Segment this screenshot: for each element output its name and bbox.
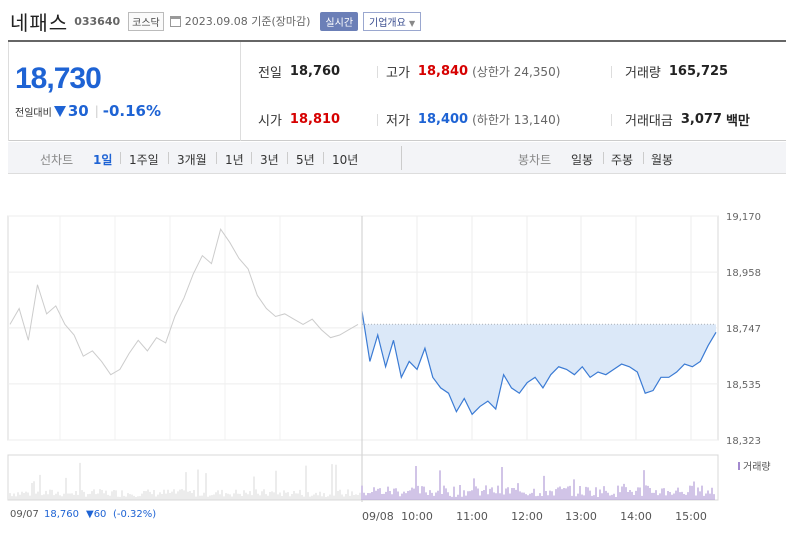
- stat-prev-close: 전일 18,760: [258, 62, 340, 81]
- tab-5y[interactable]: 5년: [296, 153, 315, 167]
- tab-monthly[interactable]: 월봉: [651, 153, 674, 167]
- change-label: 전일대비: [15, 107, 52, 119]
- tab-divider: [120, 152, 121, 164]
- divider: [377, 114, 378, 126]
- quote-basis: 기준(장마감): [251, 15, 311, 28]
- prev-price: 18,760: [44, 509, 79, 520]
- prev-change: ▼60: [86, 509, 107, 520]
- change-row: 전일대비 30 | -0.16%: [15, 102, 161, 120]
- current-price-box: 18,730 전일대비 30 | -0.16%: [8, 42, 241, 141]
- x-tick-label: 10:00: [401, 510, 433, 523]
- change-percent: -0.16%: [102, 102, 161, 120]
- x-tick-label: 12:00: [511, 510, 543, 523]
- change-separator: |: [94, 104, 99, 118]
- x-tick-label: 14:00: [620, 510, 652, 523]
- y-tick-label: 18,958: [726, 268, 761, 279]
- y-tick-label: 18,747: [726, 324, 761, 335]
- stat-label: 고가: [386, 66, 410, 81]
- y-tick-label: 18,535: [726, 380, 761, 391]
- x-tick-label: 13:00: [565, 510, 597, 523]
- quote-date-value: 2023.09.08: [184, 15, 248, 28]
- line-chart-label: 선차트: [40, 153, 74, 167]
- stat-value: 18,840: [417, 64, 469, 79]
- current-price: 18,730: [15, 62, 102, 95]
- y-tick-label: 18,323: [726, 436, 761, 447]
- x-tick-label: 15:00: [675, 510, 707, 523]
- stat-amount: 거래대금 3,077 백만: [625, 110, 750, 129]
- stock-code: 033640: [74, 14, 121, 28]
- change-value: 30: [67, 102, 89, 120]
- chart-period-tabs: 선차트 1일 1주일 3개월 1년 3년 5년 10년 봉차트 일봉 주봉 월봉: [8, 142, 786, 174]
- stat-label: 저가: [386, 114, 410, 129]
- candle-chart-label: 봉차트: [518, 153, 552, 167]
- stat-value: 18,810: [289, 112, 341, 127]
- x-tick-label: 11:00: [456, 510, 488, 523]
- tab-3y[interactable]: 3년: [260, 153, 279, 167]
- stat-extra: (상한가 24,350): [472, 65, 561, 79]
- prev-date: 09/07: [10, 509, 39, 520]
- x-tick-label: 09/08: [362, 510, 394, 523]
- dropdown-caret-icon: ▼: [409, 18, 416, 28]
- today-area-fill: [362, 311, 716, 415]
- tab-daily[interactable]: 일봉: [571, 153, 594, 167]
- stat-value: 18,400: [417, 112, 469, 127]
- volume-legend-swatch: [738, 462, 740, 470]
- tab-divider: [216, 152, 217, 164]
- stat-value: 165,725: [668, 64, 729, 79]
- section-divider: [401, 146, 402, 170]
- tab-divider: [643, 152, 644, 164]
- realtime-button[interactable]: 실시간: [320, 11, 359, 31]
- tab-3m[interactable]: 3개월: [177, 153, 207, 167]
- stat-label: 거래량: [625, 66, 661, 81]
- price-summary: 18,730 전일대비 30 | -0.16% 전일 18,760 고가 18,…: [8, 40, 786, 141]
- prev-day-series-line: [9, 228, 359, 376]
- quote-date: 2023.09.08 기준(장마감): [185, 13, 311, 29]
- y-tick-label: 19,170: [726, 212, 761, 223]
- divider: [611, 114, 612, 126]
- company-overview-button[interactable]: 기업개요 ▼: [363, 11, 422, 31]
- intraday-chart: 19,170 18,958 18,747 18,535 18,323 거래량 09/08 10…: [7, 212, 771, 523]
- stat-label: 전일: [258, 66, 282, 81]
- tab-divider: [323, 152, 324, 164]
- down-arrow-icon: [53, 105, 66, 117]
- stock-header: 네패스 033640 코스닥 2023.09.08 기준(장마감) 실시간 기업…: [10, 8, 422, 35]
- tab-divider: [251, 152, 252, 164]
- tab-10y[interactable]: 10년: [332, 153, 359, 167]
- tab-1y[interactable]: 1년: [225, 153, 244, 167]
- company-overview-label: 기업개요: [369, 17, 406, 29]
- calendar-icon: [169, 15, 181, 27]
- volume-frame: [7, 454, 719, 501]
- tab-weekly[interactable]: 주봉: [611, 153, 634, 167]
- tab-divider: [168, 152, 169, 164]
- stat-low: 저가 18,400 (하한가 13,140): [386, 110, 560, 129]
- stat-volume: 거래량 165,725: [625, 62, 728, 81]
- tab-divider: [287, 152, 288, 164]
- tab-1w[interactable]: 1주일: [129, 153, 159, 167]
- volume-legend-label: 거래량: [743, 461, 771, 473]
- tab-1d[interactable]: 1일: [93, 153, 113, 167]
- stat-extra: (하한가 13,140): [472, 113, 561, 127]
- stat-open: 시가 18,810: [258, 110, 340, 129]
- market-badge: 코스닥: [128, 11, 164, 31]
- divider: [611, 66, 612, 78]
- divider: [377, 66, 378, 78]
- tab-divider: [603, 152, 604, 164]
- stat-unit: 백만: [725, 114, 750, 129]
- stock-name: 네패스: [10, 10, 69, 35]
- today-series-line: [361, 311, 717, 416]
- stat-high: 고가 18,840 (상한가 24,350): [386, 62, 560, 81]
- stat-value: 3,077: [680, 112, 722, 127]
- stat-label: 시가: [258, 114, 282, 129]
- prev-pct: (-0.32%): [113, 509, 157, 520]
- stat-label: 거래대금: [625, 114, 673, 129]
- stat-value: 18,760: [289, 64, 341, 79]
